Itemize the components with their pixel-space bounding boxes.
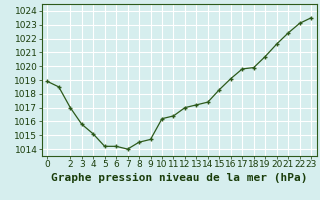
X-axis label: Graphe pression niveau de la mer (hPa): Graphe pression niveau de la mer (hPa): [51, 173, 308, 183]
